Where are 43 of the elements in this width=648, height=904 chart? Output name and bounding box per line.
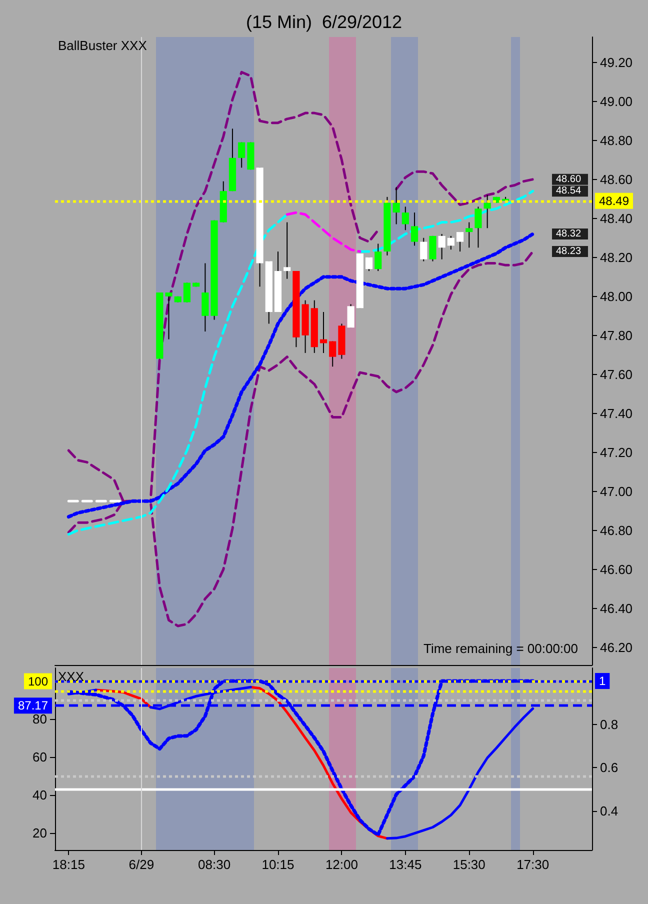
x-tick-label: 18:15 [52,857,85,872]
x-tick-label: 08:30 [198,857,231,872]
annotation: Time remaining = 00:00:00 [423,641,578,656]
y-tick-label: 49.20 [600,54,633,70]
x-tick-label: 12:00 [325,857,358,872]
y-tick-label: 47.00 [600,484,633,499]
annotation: 48.54 [556,186,582,197]
y-tick-label: 48.20 [600,250,633,265]
y-tick-label: 46.80 [600,522,633,538]
y-tick-label: 46.60 [600,562,633,577]
y-tick-label: 46.20 [600,640,633,655]
ref-line-label: 48.49 [599,194,630,208]
y2-tick-label: 0.4 [600,804,618,818]
x-tick-label: 17:30 [516,857,550,872]
y-tick-label: 40 [32,788,47,803]
y-tick-label: 47.60 [600,366,633,382]
x-tick-label: 10:15 [262,857,294,872]
y-tick-label: 47.40 [600,406,633,421]
y-tick-label: 80 [32,712,47,727]
annotation: 48.32 [556,228,582,240]
y-tick-label: 47.80 [600,328,633,343]
ref-line-label: 1 [599,674,606,688]
ref-line-label: 87.17 [18,698,48,713]
y2-tick-label: 0.6 [600,760,618,776]
x-tick-label: 6/29 [128,857,154,872]
y-tick-label: 60 [32,750,47,765]
annotation: BallBuster XXX [58,38,148,53]
x-tick-label: 13:45 [389,857,422,872]
y2-tick-label: 0.8 [600,716,618,732]
chart-title: (15 Min) 6/29/2012 [246,12,402,32]
y-tick-label: 46.40 [600,600,633,616]
y-tick-label: 20 [32,825,47,840]
annotation: XXX [58,669,84,684]
annotation: 48.60 [556,174,582,185]
y-tick-label: 48.60 [600,172,633,187]
x-tick-label: 15:30 [452,857,486,872]
y-tick-label: 47.20 [600,444,633,460]
y-tick-label: 48.40 [600,210,633,226]
y-tick-label: 49.00 [600,94,633,109]
y-tick-label: 48.80 [600,132,633,148]
ref-line-label: 100 [28,674,48,688]
y-tick-label: 48.00 [600,288,633,304]
annotation: 48.23 [556,246,582,258]
